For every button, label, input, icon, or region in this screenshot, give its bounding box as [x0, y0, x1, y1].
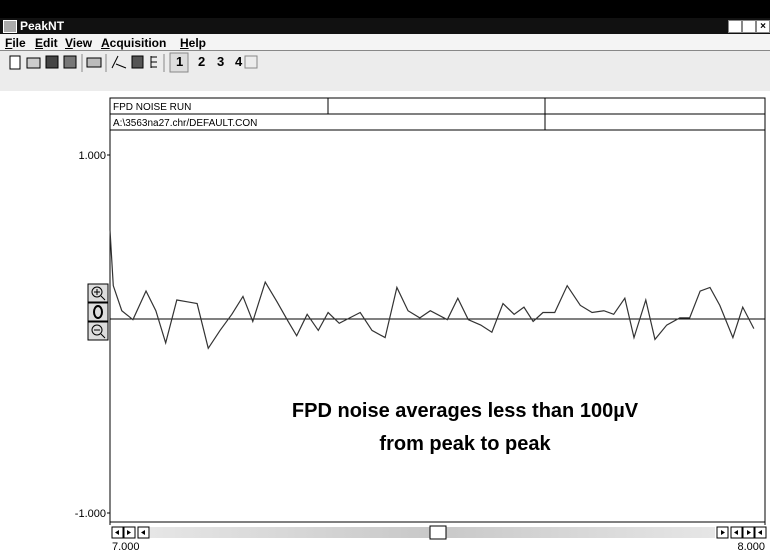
- zoom-out-icon: [91, 324, 103, 336]
- print-icon[interactable]: [86, 57, 102, 68]
- menu-bar: [0, 34, 770, 51]
- title-bar: PeakNT ×: [0, 18, 770, 34]
- channel-button[interactable]: 4: [235, 54, 243, 69]
- window-title: PeakNT: [20, 19, 65, 33]
- x-tick-label: 8.000: [737, 541, 765, 553]
- scroll-buttons-right: [716, 526, 767, 539]
- menu-edit[interactable]: Edit: [35, 36, 58, 50]
- zoom-controls: [87, 283, 109, 341]
- y-tick-label: -1.000: [75, 508, 106, 520]
- menu-file[interactable]: File: [5, 36, 26, 50]
- channel-button[interactable]: 3: [217, 54, 225, 69]
- plot-frame: [109, 97, 766, 523]
- toolbar: 1 2 3 4: [0, 51, 770, 91]
- scroll-buttons-left: [111, 526, 150, 539]
- zoom-in-icon: [91, 286, 103, 298]
- y-tick-label: 1.000: [78, 150, 106, 162]
- close-button[interactable]: ×: [756, 20, 770, 33]
- signal-trace: [109, 230, 755, 350]
- save-icon[interactable]: [45, 55, 59, 69]
- channel-grid-icon[interactable]: [244, 55, 258, 69]
- toolbar-icons: [9, 52, 258, 73]
- minimize-button[interactable]: [728, 20, 742, 33]
- new-icon[interactable]: [9, 55, 21, 70]
- report-icon[interactable]: [150, 56, 157, 68]
- channel-1-pressed: [169, 52, 189, 73]
- list-icon[interactable]: [131, 55, 144, 69]
- annotation: from peak to peak: [379, 433, 551, 455]
- channel-button[interactable]: 2: [198, 54, 206, 69]
- save-all-icon[interactable]: [63, 55, 77, 69]
- zoom-reset-icon: [93, 305, 103, 319]
- scroll-arrows: [115, 530, 145, 535]
- header-text: A:\3563na27.chr/DEFAULT.CON: [113, 118, 257, 129]
- app-icon: [3, 20, 17, 33]
- zoom-reset-button[interactable]: [87, 302, 109, 322]
- menu-help[interactable]: Help: [180, 36, 207, 50]
- chart-background: [0, 91, 770, 554]
- x-tick-label: 7.000: [112, 541, 140, 553]
- menu-acquisition[interactable]: Acquisition: [101, 36, 167, 50]
- header-text: FPD NOISE RUN: [113, 102, 191, 113]
- zoom-in-icon: [94, 289, 106, 301]
- maximize-button[interactable]: [742, 20, 756, 33]
- channel-button[interactable]: 1: [176, 54, 184, 69]
- open-icon[interactable]: [26, 57, 41, 69]
- zoom-out-icon: [94, 329, 106, 339]
- top-bar: [0, 0, 770, 18]
- scroll-thumb[interactable]: [429, 525, 447, 540]
- annotation: FPD noise averages less than 100µV: [292, 400, 639, 422]
- menu-view[interactable]: View: [65, 36, 93, 50]
- scale-icon[interactable]: [111, 55, 127, 69]
- chart: FPD NOISE RUN A:\3563na27.chr/DEFAULT.CO…: [0, 91, 770, 554]
